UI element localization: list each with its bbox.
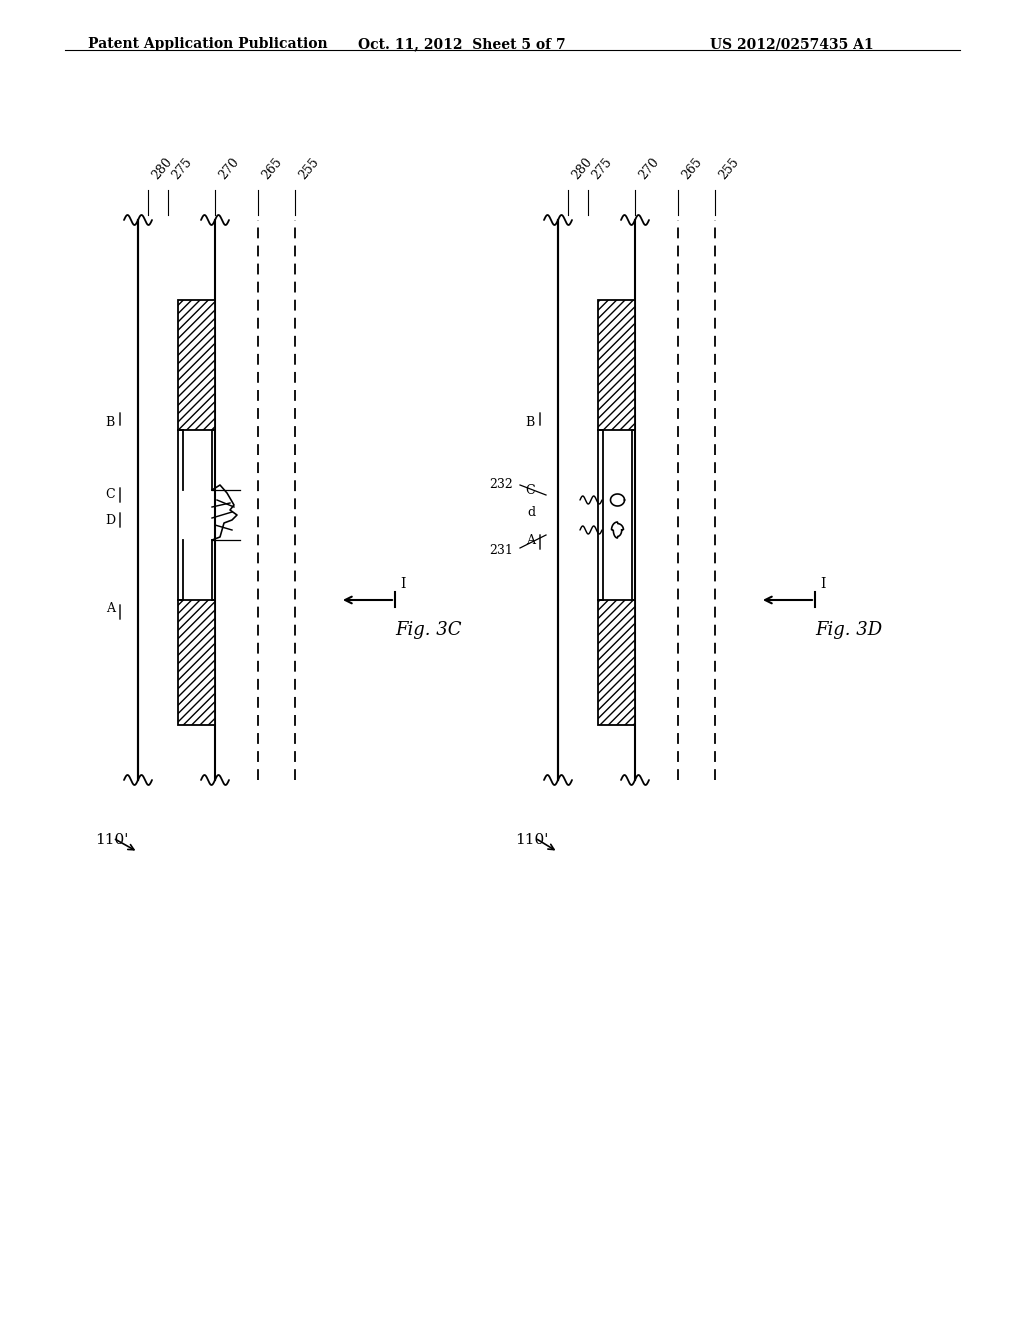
Text: A: A	[106, 602, 115, 615]
Text: 270: 270	[637, 156, 663, 182]
Text: D: D	[104, 513, 115, 527]
Text: A: A	[526, 533, 535, 546]
Text: US 2012/0257435 A1: US 2012/0257435 A1	[710, 37, 873, 51]
Text: Fig. 3C: Fig. 3C	[395, 620, 462, 639]
Text: 280: 280	[570, 156, 595, 182]
Text: Fig. 3D: Fig. 3D	[815, 620, 882, 639]
Text: 275: 275	[170, 156, 196, 182]
Text: C: C	[105, 488, 115, 502]
Text: 110': 110'	[95, 833, 128, 847]
Text: 232: 232	[489, 479, 513, 491]
Text: 275: 275	[590, 156, 615, 182]
Bar	[178, 300, 215, 430]
Text: 110': 110'	[515, 833, 549, 847]
Text: d: d	[527, 507, 535, 520]
Bar	[598, 601, 635, 725]
Text: 265: 265	[680, 156, 706, 182]
Text: 280: 280	[150, 156, 175, 182]
Text: I: I	[820, 577, 825, 591]
Text: 255: 255	[297, 156, 323, 182]
Text: B: B	[105, 416, 115, 429]
Text: 231: 231	[489, 544, 513, 557]
Bar	[178, 601, 215, 725]
Text: 255: 255	[717, 156, 742, 182]
Text: 265: 265	[260, 156, 286, 182]
Text: B: B	[525, 416, 535, 429]
Text: 270: 270	[217, 156, 243, 182]
Text: I: I	[400, 577, 406, 591]
Text: Oct. 11, 2012  Sheet 5 of 7: Oct. 11, 2012 Sheet 5 of 7	[358, 37, 565, 51]
Text: Patent Application Publication: Patent Application Publication	[88, 37, 328, 51]
Bar	[598, 300, 635, 430]
Polygon shape	[610, 494, 625, 506]
Text: C: C	[525, 483, 535, 496]
Polygon shape	[611, 521, 624, 539]
